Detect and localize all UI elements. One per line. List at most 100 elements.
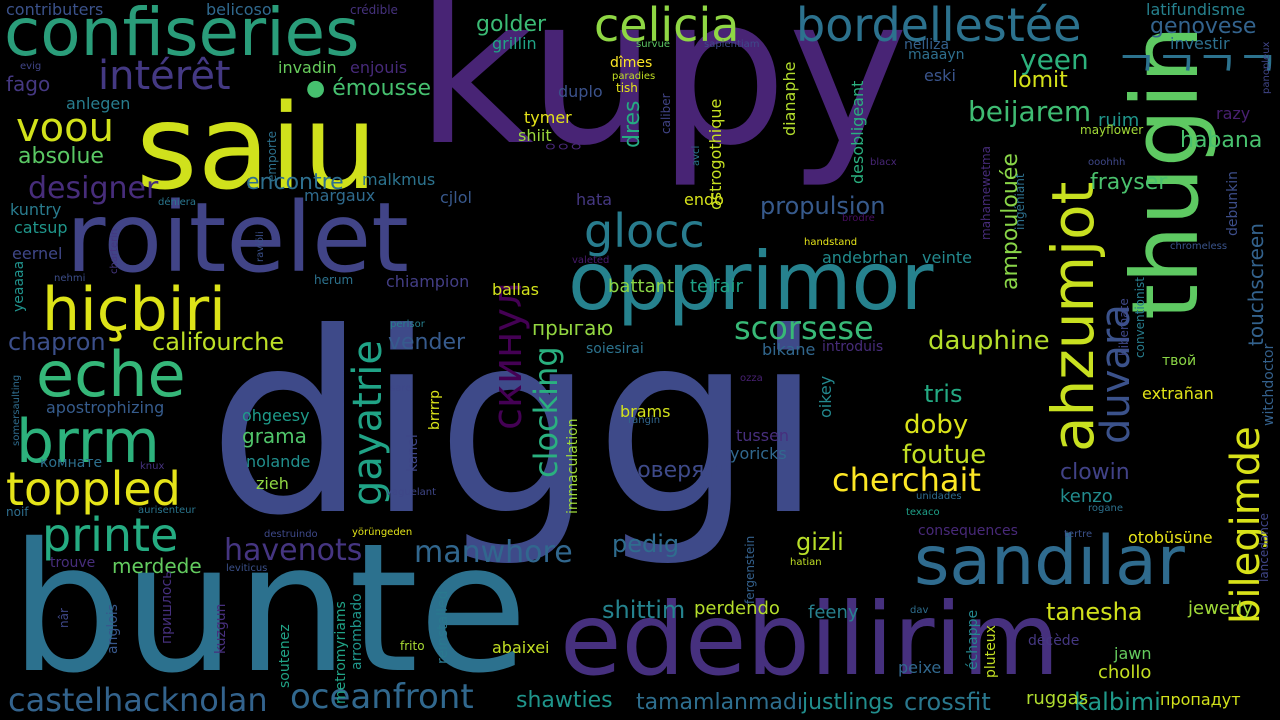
cloud-word: shawties: [516, 688, 613, 713]
cloud-word: sapientiam: [704, 39, 760, 50]
cloud-word: dres: [620, 100, 645, 148]
cloud-word: debunkin: [1225, 170, 1241, 236]
cloud-word: ● émousse: [306, 76, 432, 101]
cloud-word: beijarem: [968, 95, 1092, 128]
cloud-word: leviticus: [226, 563, 268, 574]
cloud-word: cjlol: [440, 188, 472, 207]
cloud-word: telfair: [690, 276, 743, 297]
cloud-word: anglois: [105, 604, 121, 654]
cloud-word: roitelet: [66, 182, 409, 294]
cloud-word: texaco: [906, 507, 940, 518]
cloud-word: ballas: [492, 280, 539, 299]
cloud-word: belicoso: [206, 0, 272, 19]
cloud-word: vender: [388, 330, 466, 355]
cloud-word: evig: [20, 61, 42, 72]
cloud-word: sandılar: [914, 522, 1185, 601]
cloud-word: eernel: [12, 244, 63, 263]
cloud-word: battant: [608, 276, 675, 297]
cloud-word: nelliza: [904, 37, 950, 53]
cloud-word: frito: [400, 639, 425, 653]
cloud-word: tertre: [1064, 529, 1093, 540]
cloud-word: yoricks: [730, 444, 787, 463]
cloud-word: genovese: [1150, 14, 1257, 39]
cloud-word: peixe: [898, 658, 942, 677]
cloud-word: scorsese: [734, 309, 874, 347]
cloud-word: eski: [924, 66, 956, 85]
cloud-word: noif: [6, 505, 29, 519]
cloud-word: kuntry: [10, 200, 62, 219]
cloud-word: anlegen: [66, 94, 131, 113]
cloud-word: hatian: [790, 557, 822, 568]
cloud-word: déniera: [158, 197, 197, 208]
cloud-word: ᄋᄋᄋ: [544, 143, 583, 159]
cloud-word: kuzgun: [213, 603, 229, 654]
cloud-word: brodre: [842, 213, 875, 224]
cloud-word: eche: [36, 338, 186, 411]
cloud-word: bunte: [10, 505, 528, 712]
cloud-word: dav: [910, 605, 929, 616]
cloud-word: opprimor: [568, 235, 934, 328]
cloud-word: extrañan: [1142, 384, 1214, 403]
cloud-word: mayflower: [1080, 123, 1144, 137]
cloud-word: reinstalled: [435, 590, 451, 664]
cloud-word: immaculation: [565, 418, 581, 514]
cloud-word: fergenstein: [743, 535, 757, 604]
cloud-word: crédible: [350, 3, 398, 17]
cloud-word: hata: [576, 190, 613, 209]
cloud-word: arrombado: [349, 593, 365, 670]
cloud-word: shittim: [602, 596, 686, 624]
cloud-word: твой: [1162, 353, 1197, 369]
cloud-word: tish: [616, 81, 638, 95]
cloud-word: valeted: [572, 255, 610, 266]
cloud-word: комнате: [40, 455, 103, 471]
cloud-word: somersaulting: [11, 374, 22, 446]
cloud-word: latifundisme: [1146, 0, 1246, 19]
cloud-word: пропадут: [1160, 690, 1241, 709]
cloud-word: califourche: [152, 328, 285, 356]
cloud-word: knux: [140, 461, 165, 472]
cloud-word: glocc: [584, 204, 705, 258]
cloud-word: maaayn: [908, 47, 965, 63]
cloud-word: feeny: [808, 602, 859, 623]
cloud-word: saiu: [136, 78, 378, 216]
cloud-word: metromyriams: [333, 601, 349, 704]
cloud-word: kanel: [405, 434, 421, 472]
cloud-word: прыгаю: [532, 316, 614, 340]
cloud-word: enjouis: [350, 58, 408, 77]
cloud-word: bikane: [762, 340, 816, 359]
cloud-word: pluteux: [983, 625, 999, 678]
cloud-word: printe: [42, 508, 179, 562]
cloud-word: razy: [1216, 104, 1251, 123]
cloud-word: veinte: [922, 248, 973, 267]
cloud-word: dianaphe: [780, 61, 799, 137]
cloud-word: castelhacknolan: [8, 681, 268, 719]
cloud-word: introduis: [822, 339, 884, 355]
cloud-word: oceanfront: [290, 677, 474, 717]
cloud-word: perlsor: [390, 319, 425, 330]
cloud-word: diggi: [208, 279, 823, 570]
cloud-word: clowin: [1060, 460, 1130, 485]
cloud-word: otobüsüne: [1128, 528, 1213, 547]
cloud-word: manwhore: [414, 535, 573, 570]
cloud-word: confiseries: [4, 0, 360, 71]
cloud-word: dîmes: [610, 55, 653, 71]
cloud-word: tussen: [736, 426, 790, 445]
cloud-word: hibernate: [1117, 298, 1131, 356]
cloud-word: perdendo: [694, 598, 780, 619]
cloud-word: duplo: [558, 82, 603, 101]
cloud-word: hiçbiri: [42, 275, 226, 345]
cloud-word: kalbimi: [1074, 688, 1161, 716]
cloud-word: blacx: [870, 157, 897, 168]
cloud-word: rangin: [628, 415, 661, 426]
cloud-word: avci: [691, 145, 702, 166]
cloud-word: emporte: [265, 130, 279, 182]
cloud-word: ohgeesy: [242, 406, 310, 425]
cloud-word: herum: [314, 273, 354, 287]
cloud-word: chromeless: [1170, 241, 1228, 252]
cloud-word: yeen: [1020, 43, 1089, 76]
cloud-word: soiesirai: [586, 341, 644, 357]
cloud-word: malkmus: [362, 170, 436, 189]
cloud-word: доверять: [622, 458, 731, 483]
cloud-word: tymer: [524, 108, 572, 127]
